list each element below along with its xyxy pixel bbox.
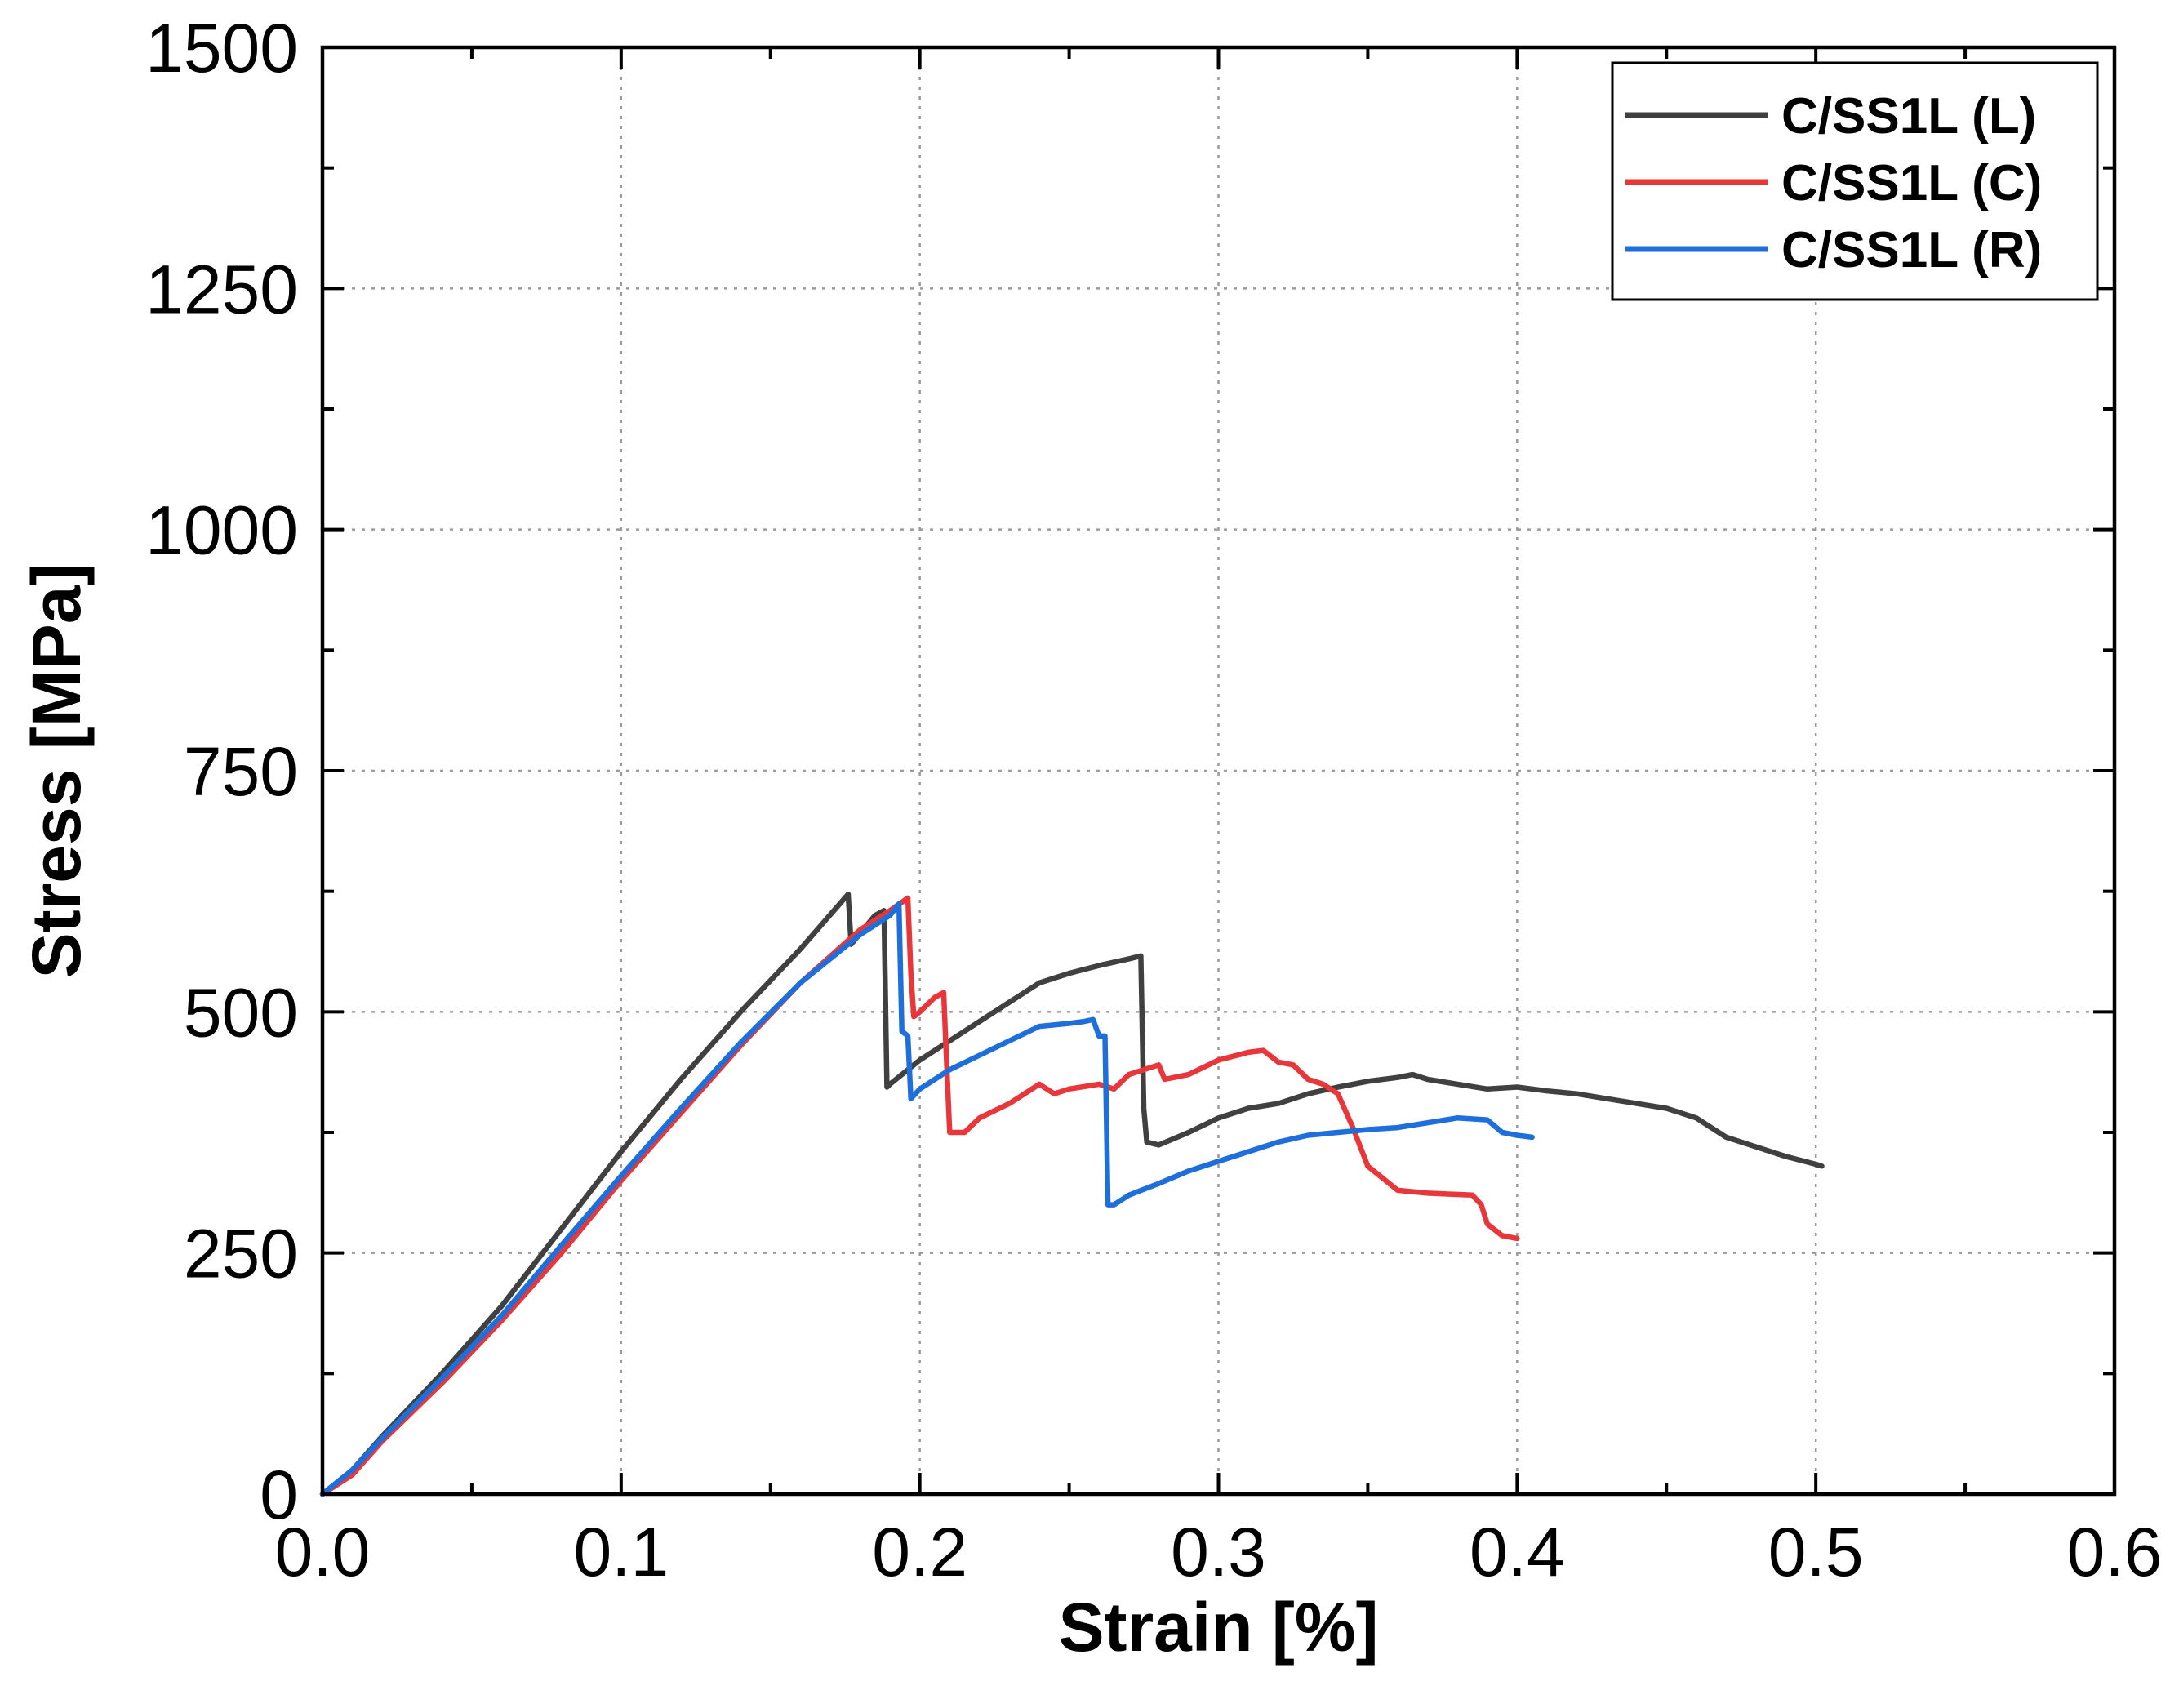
y-axis-title: Stress [MPa] [18,563,95,979]
legend-label: C/SS1L (C) [1781,155,2042,211]
series-group [319,891,1825,1497]
series-line [319,901,1535,1497]
x-tick-label: 0.2 [872,1514,967,1590]
x-tick-label: 0.1 [573,1514,669,1590]
x-tick-labels: 0.0 0.1 0.2 0.3 0.4 0.5 0.6 [275,1514,2163,1590]
x-tick-label: 0.5 [1768,1514,1864,1590]
y-tick-label: 500 [184,974,298,1051]
grid-lines [322,47,2114,1494]
legend-label: C/SS1L (R) [1781,222,2042,278]
x-tick-label: 0.6 [2067,1514,2163,1590]
y-tick-label: 750 [184,733,298,810]
y-tick-labels: 0 250 500 750 1000 1250 1500 [145,10,298,1533]
x-tick-label: 0.3 [1171,1514,1266,1590]
series-line [319,891,1825,1497]
y-tick-label: 1000 [145,492,298,569]
y-tick-label: 0 [260,1457,298,1533]
axis-ticks [321,46,2116,1496]
legend-label: C/SS1L (L) [1781,88,2036,145]
y-tick-label: 250 [184,1216,298,1292]
x-tick-label: 0.0 [275,1514,371,1590]
x-axis-title: Strain [%] [1058,1589,1378,1666]
x-tick-label: 0.4 [1470,1514,1565,1590]
legend: C/SS1L (L) C/SS1L (C) C/SS1L (R) [1611,61,2099,301]
y-tick-label: 1250 [145,251,298,327]
y-tick-label: 1500 [145,10,298,87]
